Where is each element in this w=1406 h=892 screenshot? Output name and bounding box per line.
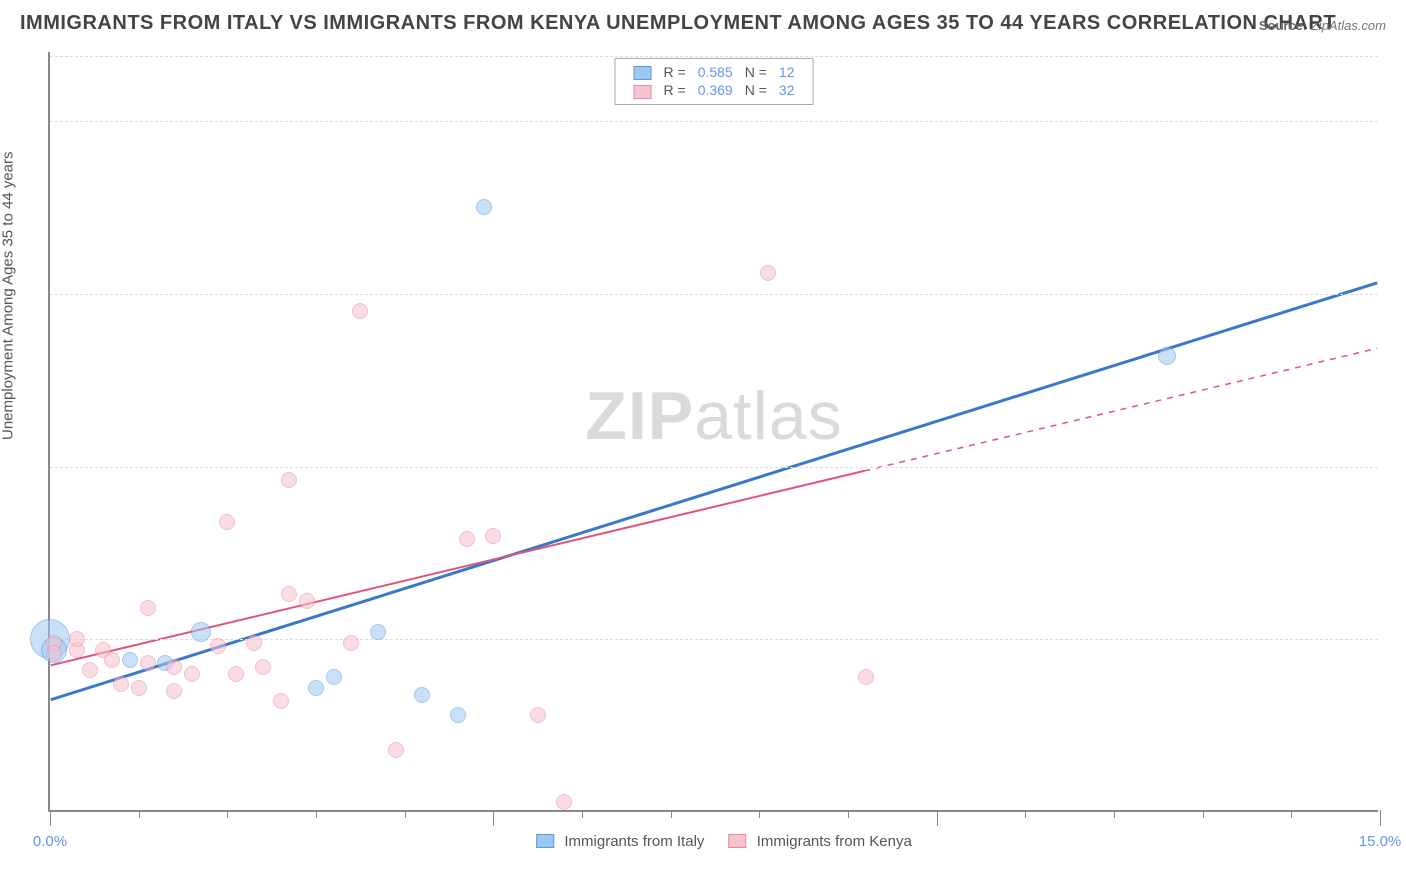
x-tick-minor	[1114, 810, 1115, 818]
legend-n-label: N =	[739, 81, 773, 99]
legend-italy-label: Immigrants from Italy	[564, 833, 704, 850]
trendline-kenya	[51, 471, 865, 665]
data-point-kenya	[69, 631, 85, 647]
x-tick-label: 0.0%	[33, 833, 67, 850]
gridline	[50, 294, 1378, 295]
data-point-kenya	[858, 669, 874, 685]
data-point-italy	[122, 652, 138, 668]
data-point-italy	[476, 199, 492, 215]
legend-row-italy: R = 0.585 N = 12	[628, 63, 801, 81]
swatch-italy	[634, 66, 652, 80]
swatch-kenya	[634, 85, 652, 99]
data-point-kenya	[113, 676, 129, 692]
legend-kenya-label: Immigrants from Kenya	[757, 833, 912, 850]
series-legend: Immigrants from Italy Immigrants from Ke…	[516, 833, 912, 850]
data-point-kenya	[140, 655, 156, 671]
y-tick-label: 15.0%	[1390, 285, 1406, 302]
x-tick-minor	[405, 810, 406, 818]
data-point-italy	[450, 707, 466, 723]
x-tick-minor	[227, 810, 228, 818]
data-point-kenya	[82, 662, 98, 678]
data-point-kenya	[210, 638, 226, 654]
data-point-italy	[414, 687, 430, 703]
trendline-kenya-extrapolated	[864, 348, 1377, 471]
legend-n-label: N =	[739, 63, 773, 81]
scatter-plot: ZIPatlas R = 0.585 N = 12 R = 0.369 N = …	[48, 52, 1378, 812]
x-tick-minor	[759, 810, 760, 818]
x-tick-minor	[582, 810, 583, 818]
y-axis-label: Unemployment Among Ages 35 to 44 years	[0, 151, 17, 440]
data-point-kenya	[219, 514, 235, 530]
y-tick-label: 20.0%	[1390, 113, 1406, 130]
data-point-kenya	[255, 659, 271, 675]
data-point-italy	[308, 680, 324, 696]
x-tick-label: 15.0%	[1359, 833, 1402, 850]
legend-italy-n: 12	[773, 63, 801, 81]
x-tick	[1380, 810, 1381, 826]
watermark-atlas: atlas	[694, 378, 843, 454]
data-point-kenya	[166, 683, 182, 699]
data-point-kenya	[343, 635, 359, 651]
x-tick-minor	[1203, 810, 1204, 818]
x-tick	[937, 810, 938, 826]
gridline	[50, 467, 1378, 468]
data-point-kenya	[131, 680, 147, 696]
data-point-kenya	[140, 600, 156, 616]
legend-kenya-n: 32	[773, 81, 801, 99]
data-point-kenya	[273, 693, 289, 709]
x-tick	[50, 810, 51, 826]
data-point-kenya	[352, 303, 368, 319]
swatch-italy	[536, 834, 554, 848]
y-tick-label: 5.0%	[1390, 631, 1406, 648]
data-point-kenya	[388, 742, 404, 758]
gridline	[50, 56, 1378, 57]
trend-lines	[50, 52, 1378, 810]
source-label: Source:	[1259, 18, 1307, 33]
data-point-kenya	[760, 265, 776, 281]
source-value: ZipAtlas.com	[1311, 18, 1386, 33]
x-tick-minor	[139, 810, 140, 818]
x-tick	[493, 810, 494, 826]
data-point-kenya	[281, 586, 297, 602]
data-point-kenya	[459, 531, 475, 547]
swatch-kenya	[729, 834, 747, 848]
legend-r-label: R =	[658, 81, 692, 99]
x-tick-minor	[1291, 810, 1292, 818]
x-tick-minor	[848, 810, 849, 818]
data-point-kenya	[485, 528, 501, 544]
correlation-legend: R = 0.585 N = 12 R = 0.369 N = 32	[615, 58, 814, 105]
watermark-zip: ZIP	[585, 378, 694, 454]
data-point-kenya	[46, 645, 62, 661]
data-point-kenya	[228, 666, 244, 682]
chart-title: IMMIGRANTS FROM ITALY VS IMMIGRANTS FROM…	[20, 12, 1336, 35]
data-point-italy	[326, 669, 342, 685]
x-tick-minor	[671, 810, 672, 818]
x-tick-minor	[1025, 810, 1026, 818]
data-point-kenya	[556, 794, 572, 810]
y-tick-label: 10.0%	[1390, 458, 1406, 475]
legend-r-label: R =	[658, 63, 692, 81]
legend-row-kenya: R = 0.369 N = 32	[628, 81, 801, 99]
data-point-kenya	[530, 707, 546, 723]
data-point-kenya	[184, 666, 200, 682]
data-point-kenya	[281, 472, 297, 488]
data-point-italy	[191, 622, 211, 642]
x-tick-minor	[316, 810, 317, 818]
data-point-kenya	[104, 652, 120, 668]
watermark: ZIPatlas	[585, 377, 842, 455]
data-point-kenya	[246, 635, 262, 651]
legend-kenya-r: 0.369	[692, 81, 739, 99]
data-point-kenya	[299, 593, 315, 609]
legend-italy-r: 0.585	[692, 63, 739, 81]
source-attribution: Source: ZipAtlas.com	[1259, 18, 1386, 33]
data-point-italy	[1158, 347, 1176, 365]
gridline	[50, 121, 1378, 122]
data-point-italy	[370, 624, 386, 640]
data-point-kenya	[166, 659, 182, 675]
